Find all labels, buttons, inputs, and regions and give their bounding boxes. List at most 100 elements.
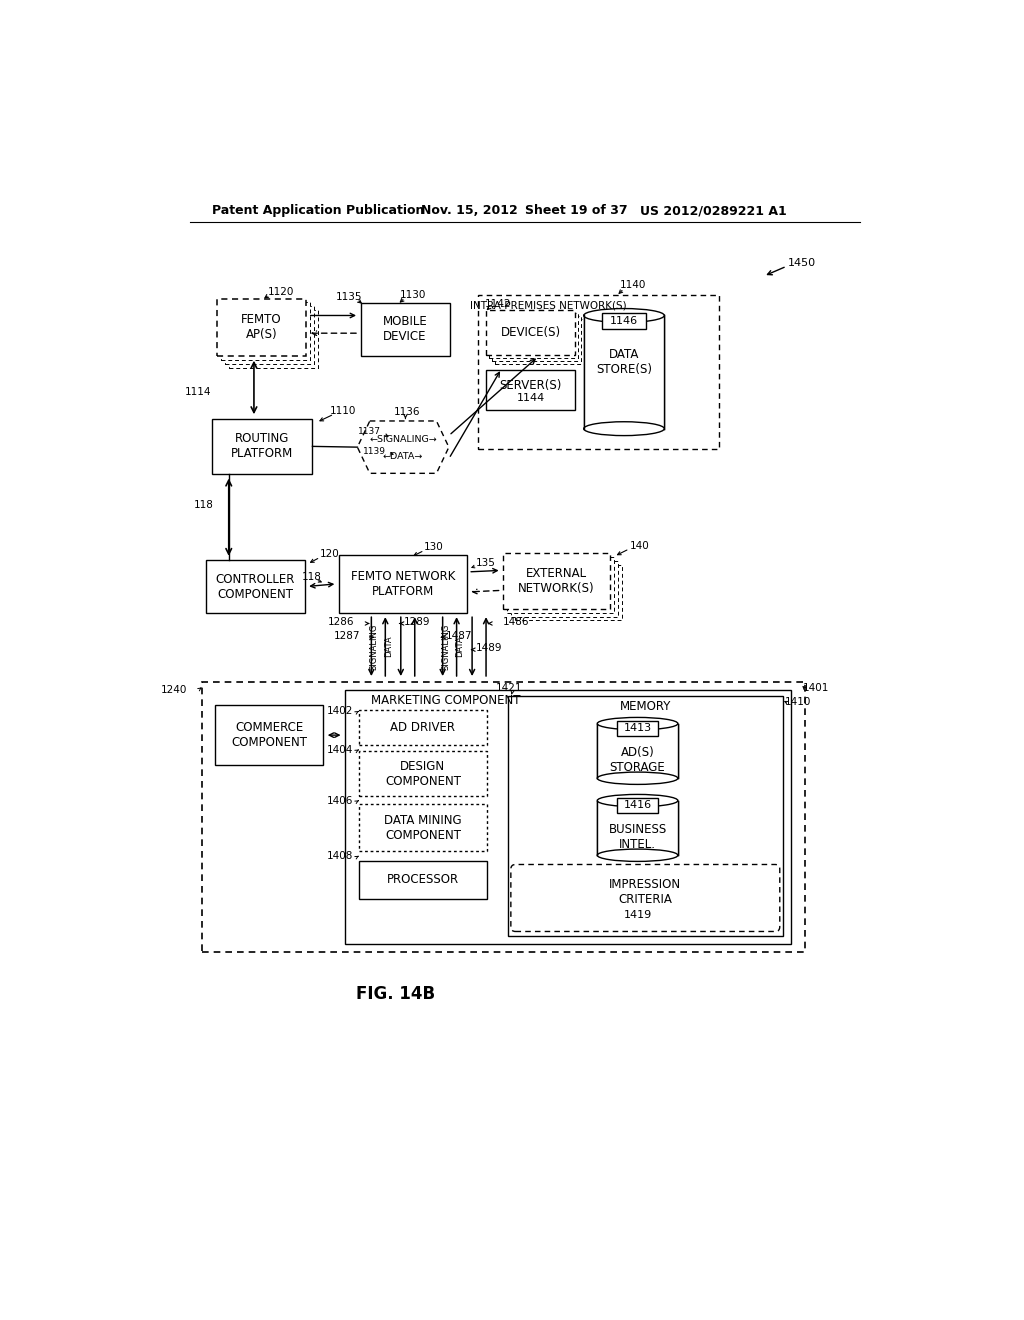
Text: 1419: 1419	[624, 909, 651, 920]
Bar	[597, 723, 678, 779]
Text: IMPRESSION
CRITERIA: IMPRESSION CRITERIA	[609, 878, 681, 906]
Text: 1136: 1136	[394, 407, 420, 417]
Text: US 2012/0289221 A1: US 2012/0289221 A1	[640, 205, 786, 218]
Bar	[345, 689, 791, 944]
Text: AD(S)
STORAGE: AD(S) STORAGE	[609, 746, 666, 774]
Text: EXTERNAL
NETWORK(S): EXTERNAL NETWORK(S)	[518, 568, 595, 595]
Bar	[503, 553, 610, 609]
Bar	[515, 565, 622, 620]
Bar	[212, 418, 312, 474]
Text: 1142: 1142	[484, 298, 511, 309]
Text: ROUTING
PLATFORM: ROUTING PLATFORM	[231, 433, 293, 461]
Text: SERVER(S): SERVER(S)	[500, 379, 562, 392]
Text: 1406: 1406	[327, 796, 352, 805]
Text: DATA: DATA	[384, 636, 393, 657]
Text: MARKETING COMPONENT: MARKETING COMPONENT	[371, 694, 520, 708]
Text: INTRA-PREMISES NETWORK(S): INTRA-PREMISES NETWORK(S)	[470, 301, 627, 310]
Text: 1486: 1486	[503, 616, 529, 627]
Text: Sheet 19 of 37: Sheet 19 of 37	[524, 205, 628, 218]
Bar	[478, 294, 719, 449]
Text: DATA MINING
COMPONENT: DATA MINING COMPONENT	[384, 813, 462, 842]
Bar	[617, 799, 657, 813]
Text: 1402: 1402	[327, 706, 352, 717]
Text: 1289: 1289	[403, 616, 430, 627]
Text: 140: 140	[630, 541, 649, 550]
Text: Patent Application Publication: Patent Application Publication	[212, 205, 424, 218]
Text: DESIGN
COMPONENT: DESIGN COMPONENT	[385, 759, 461, 788]
Ellipse shape	[597, 849, 678, 862]
Text: 1404: 1404	[327, 744, 352, 755]
Text: 1110: 1110	[331, 407, 356, 416]
Bar	[217, 298, 306, 356]
Text: 1489: 1489	[476, 643, 503, 653]
Text: DEVICE(S): DEVICE(S)	[501, 326, 561, 339]
Text: FEMTO NETWORK
PLATFORM: FEMTO NETWORK PLATFORM	[350, 570, 455, 598]
Text: AD DRIVER: AD DRIVER	[390, 721, 456, 734]
Bar	[339, 554, 467, 612]
Bar	[221, 302, 310, 360]
Text: ←DATA→: ←DATA→	[383, 451, 423, 461]
Ellipse shape	[597, 718, 678, 730]
Bar	[359, 710, 486, 744]
Text: 1137: 1137	[358, 428, 381, 436]
Bar	[597, 800, 678, 855]
Text: 1286: 1286	[328, 616, 354, 627]
FancyBboxPatch shape	[511, 865, 779, 932]
Bar	[511, 561, 617, 616]
Text: 1401: 1401	[803, 684, 829, 693]
Text: 1114: 1114	[184, 387, 211, 397]
Bar	[493, 317, 582, 360]
Ellipse shape	[584, 309, 665, 322]
Text: Nov. 15, 2012: Nov. 15, 2012	[421, 205, 518, 218]
Text: BUSINESS
INTEL.: BUSINESS INTEL.	[608, 822, 667, 851]
Text: 1146: 1146	[610, 315, 638, 326]
Text: 1287: 1287	[334, 631, 360, 640]
Text: 1487: 1487	[445, 631, 472, 640]
Text: ←SIGNALING→: ←SIGNALING→	[370, 436, 437, 444]
Bar	[584, 315, 665, 429]
Polygon shape	[357, 421, 449, 474]
Text: FIG. 14B: FIG. 14B	[355, 985, 435, 1003]
Text: PROCESSOR: PROCESSOR	[387, 874, 459, 887]
Text: 1408: 1408	[327, 851, 352, 861]
Bar	[225, 306, 314, 364]
Text: 118: 118	[302, 573, 322, 582]
Text: 1240: 1240	[162, 685, 187, 694]
Text: SIGNALING: SIGNALING	[370, 623, 379, 669]
Text: 135: 135	[476, 557, 496, 568]
Bar	[202, 682, 805, 952]
Bar	[507, 557, 614, 612]
Text: 1421: 1421	[496, 684, 522, 693]
Bar	[359, 861, 486, 899]
Bar	[206, 560, 305, 612]
Text: 1416: 1416	[624, 800, 651, 810]
Ellipse shape	[597, 772, 678, 784]
Text: DATA: DATA	[456, 636, 464, 657]
Text: 1130: 1130	[399, 290, 426, 301]
Text: 1413: 1413	[624, 723, 651, 733]
Text: COMMERCE
COMPONENT: COMMERCE COMPONENT	[231, 721, 307, 750]
Bar	[359, 751, 486, 796]
Text: 1139: 1139	[364, 446, 386, 455]
Bar	[602, 313, 646, 329]
Bar	[496, 319, 585, 364]
Text: MOBILE
DEVICE: MOBILE DEVICE	[383, 315, 427, 343]
Text: CONTROLLER
COMPONENT: CONTROLLER COMPONENT	[215, 573, 295, 601]
Bar	[508, 696, 783, 936]
Text: 1120: 1120	[268, 288, 294, 297]
Text: FEMTO
AP(S): FEMTO AP(S)	[242, 313, 282, 342]
Ellipse shape	[584, 422, 665, 436]
Bar	[486, 370, 575, 411]
Text: DATA
STORE(S): DATA STORE(S)	[596, 348, 652, 376]
Bar	[489, 313, 579, 358]
Bar	[215, 705, 324, 766]
Bar	[617, 721, 657, 737]
Text: 118: 118	[194, 500, 214, 510]
Text: 1140: 1140	[621, 280, 646, 290]
Ellipse shape	[597, 795, 678, 807]
Text: MEMORY: MEMORY	[620, 700, 671, 713]
Text: 120: 120	[319, 549, 339, 560]
Text: 1135: 1135	[336, 292, 362, 302]
Bar	[228, 310, 317, 368]
Text: 1450: 1450	[788, 259, 816, 268]
